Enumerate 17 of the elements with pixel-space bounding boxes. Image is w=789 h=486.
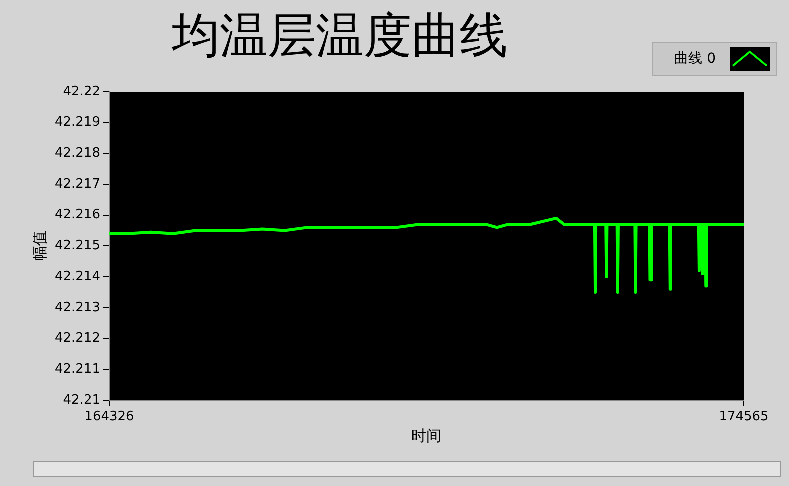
x-tick-label: 174565 [719, 410, 769, 425]
y-tick-label: 42.215 [54, 238, 100, 254]
y-tick-label: 42.216 [54, 208, 100, 223]
x-tick-label: 164326 [84, 410, 134, 425]
y-tick-label: 42.214 [54, 269, 100, 284]
chart-title: 均温层温度曲线 [170, 9, 509, 65]
y-tick-label: 42.211 [54, 362, 100, 377]
y-tick-label: 42.218 [54, 146, 100, 162]
y-axis-title: 幅值 [30, 231, 49, 262]
y-tick-label: 42.21 [63, 392, 100, 408]
y-tick-label: 42.212 [54, 331, 100, 346]
y-tick-label: 42.213 [54, 300, 100, 316]
y-tick-label: 42.22 [63, 84, 100, 100]
legend-label: 曲线 0 [674, 50, 716, 68]
y-tick-label: 42.217 [54, 176, 100, 192]
x-axis-title: 时间 [412, 426, 442, 445]
y-tick-label: 42.219 [54, 115, 100, 130]
